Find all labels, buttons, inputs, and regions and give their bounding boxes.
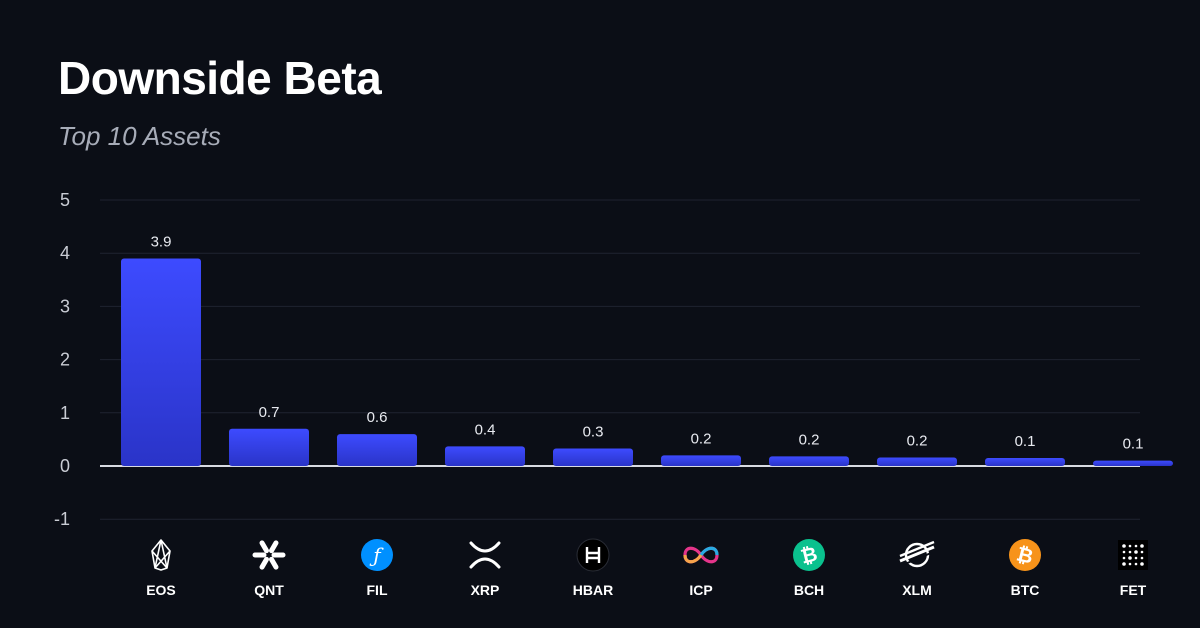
svg-text:₿: ₿ [798, 541, 820, 568]
eos-icon [151, 539, 171, 571]
xlm-icon [899, 540, 935, 568]
value-label-xrp: 0.4 [475, 421, 496, 438]
bch-icon: ₿ [793, 539, 825, 571]
icp-icon [683, 546, 719, 564]
bar-fet [1093, 460, 1173, 466]
category-label-fil: FIL [367, 582, 388, 598]
y-tick-label: 3 [60, 296, 70, 316]
y-tick-label: 2 [60, 350, 70, 370]
category-label-hbar: HBAR [573, 582, 613, 598]
fet-icon [1118, 540, 1148, 570]
category-label-xrp: XRP [471, 582, 500, 598]
bar-icp [661, 455, 741, 466]
bar-qnt [229, 428, 309, 466]
page-subtitle: Top 10 Assets [58, 121, 221, 151]
svg-text:₿: ₿ [1014, 541, 1036, 568]
category-label-btc: BTC [1011, 582, 1040, 598]
category-label-icp: ICP [689, 582, 712, 598]
value-label-xlm: 0.2 [907, 432, 928, 449]
value-label-bch: 0.2 [799, 431, 820, 448]
bar-xlm [877, 457, 957, 466]
category-label-bch: BCH [794, 582, 824, 598]
bar-xrp [445, 446, 525, 466]
y-tick-label: 5 [60, 190, 70, 210]
bar-eos [121, 258, 201, 466]
category-label-fet: FET [1120, 582, 1147, 598]
y-tick-label: 1 [60, 403, 70, 423]
bar-hbar [553, 448, 633, 466]
value-label-btc: 0.1 [1015, 433, 1036, 450]
page-title: Downside Beta [58, 52, 382, 104]
value-label-fil: 0.6 [367, 409, 388, 426]
bar-btc [985, 458, 1065, 466]
category-label-eos: EOS [146, 582, 176, 598]
btc-icon: ₿ [1009, 539, 1041, 571]
fil-icon: ƒ [361, 539, 393, 571]
xrp-icon [469, 541, 501, 569]
bar-fil [337, 434, 417, 466]
bar-bch [769, 456, 849, 466]
value-label-hbar: 0.3 [583, 423, 604, 440]
hbar-icon [576, 538, 610, 572]
y-tick-label: 0 [60, 456, 70, 476]
y-tick-label: 4 [60, 243, 70, 263]
category-label-qnt: QNT [254, 582, 284, 598]
value-label-qnt: 0.7 [259, 404, 280, 421]
category-label-xlm: XLM [902, 582, 932, 598]
y-tick-label: -1 [54, 509, 70, 529]
value-label-fet: 0.1 [1123, 436, 1144, 453]
value-label-icp: 0.2 [691, 430, 712, 447]
qnt-icon [252, 540, 286, 570]
value-label-eos: 3.9 [151, 234, 172, 251]
svg-text:ƒ: ƒ [369, 543, 384, 567]
